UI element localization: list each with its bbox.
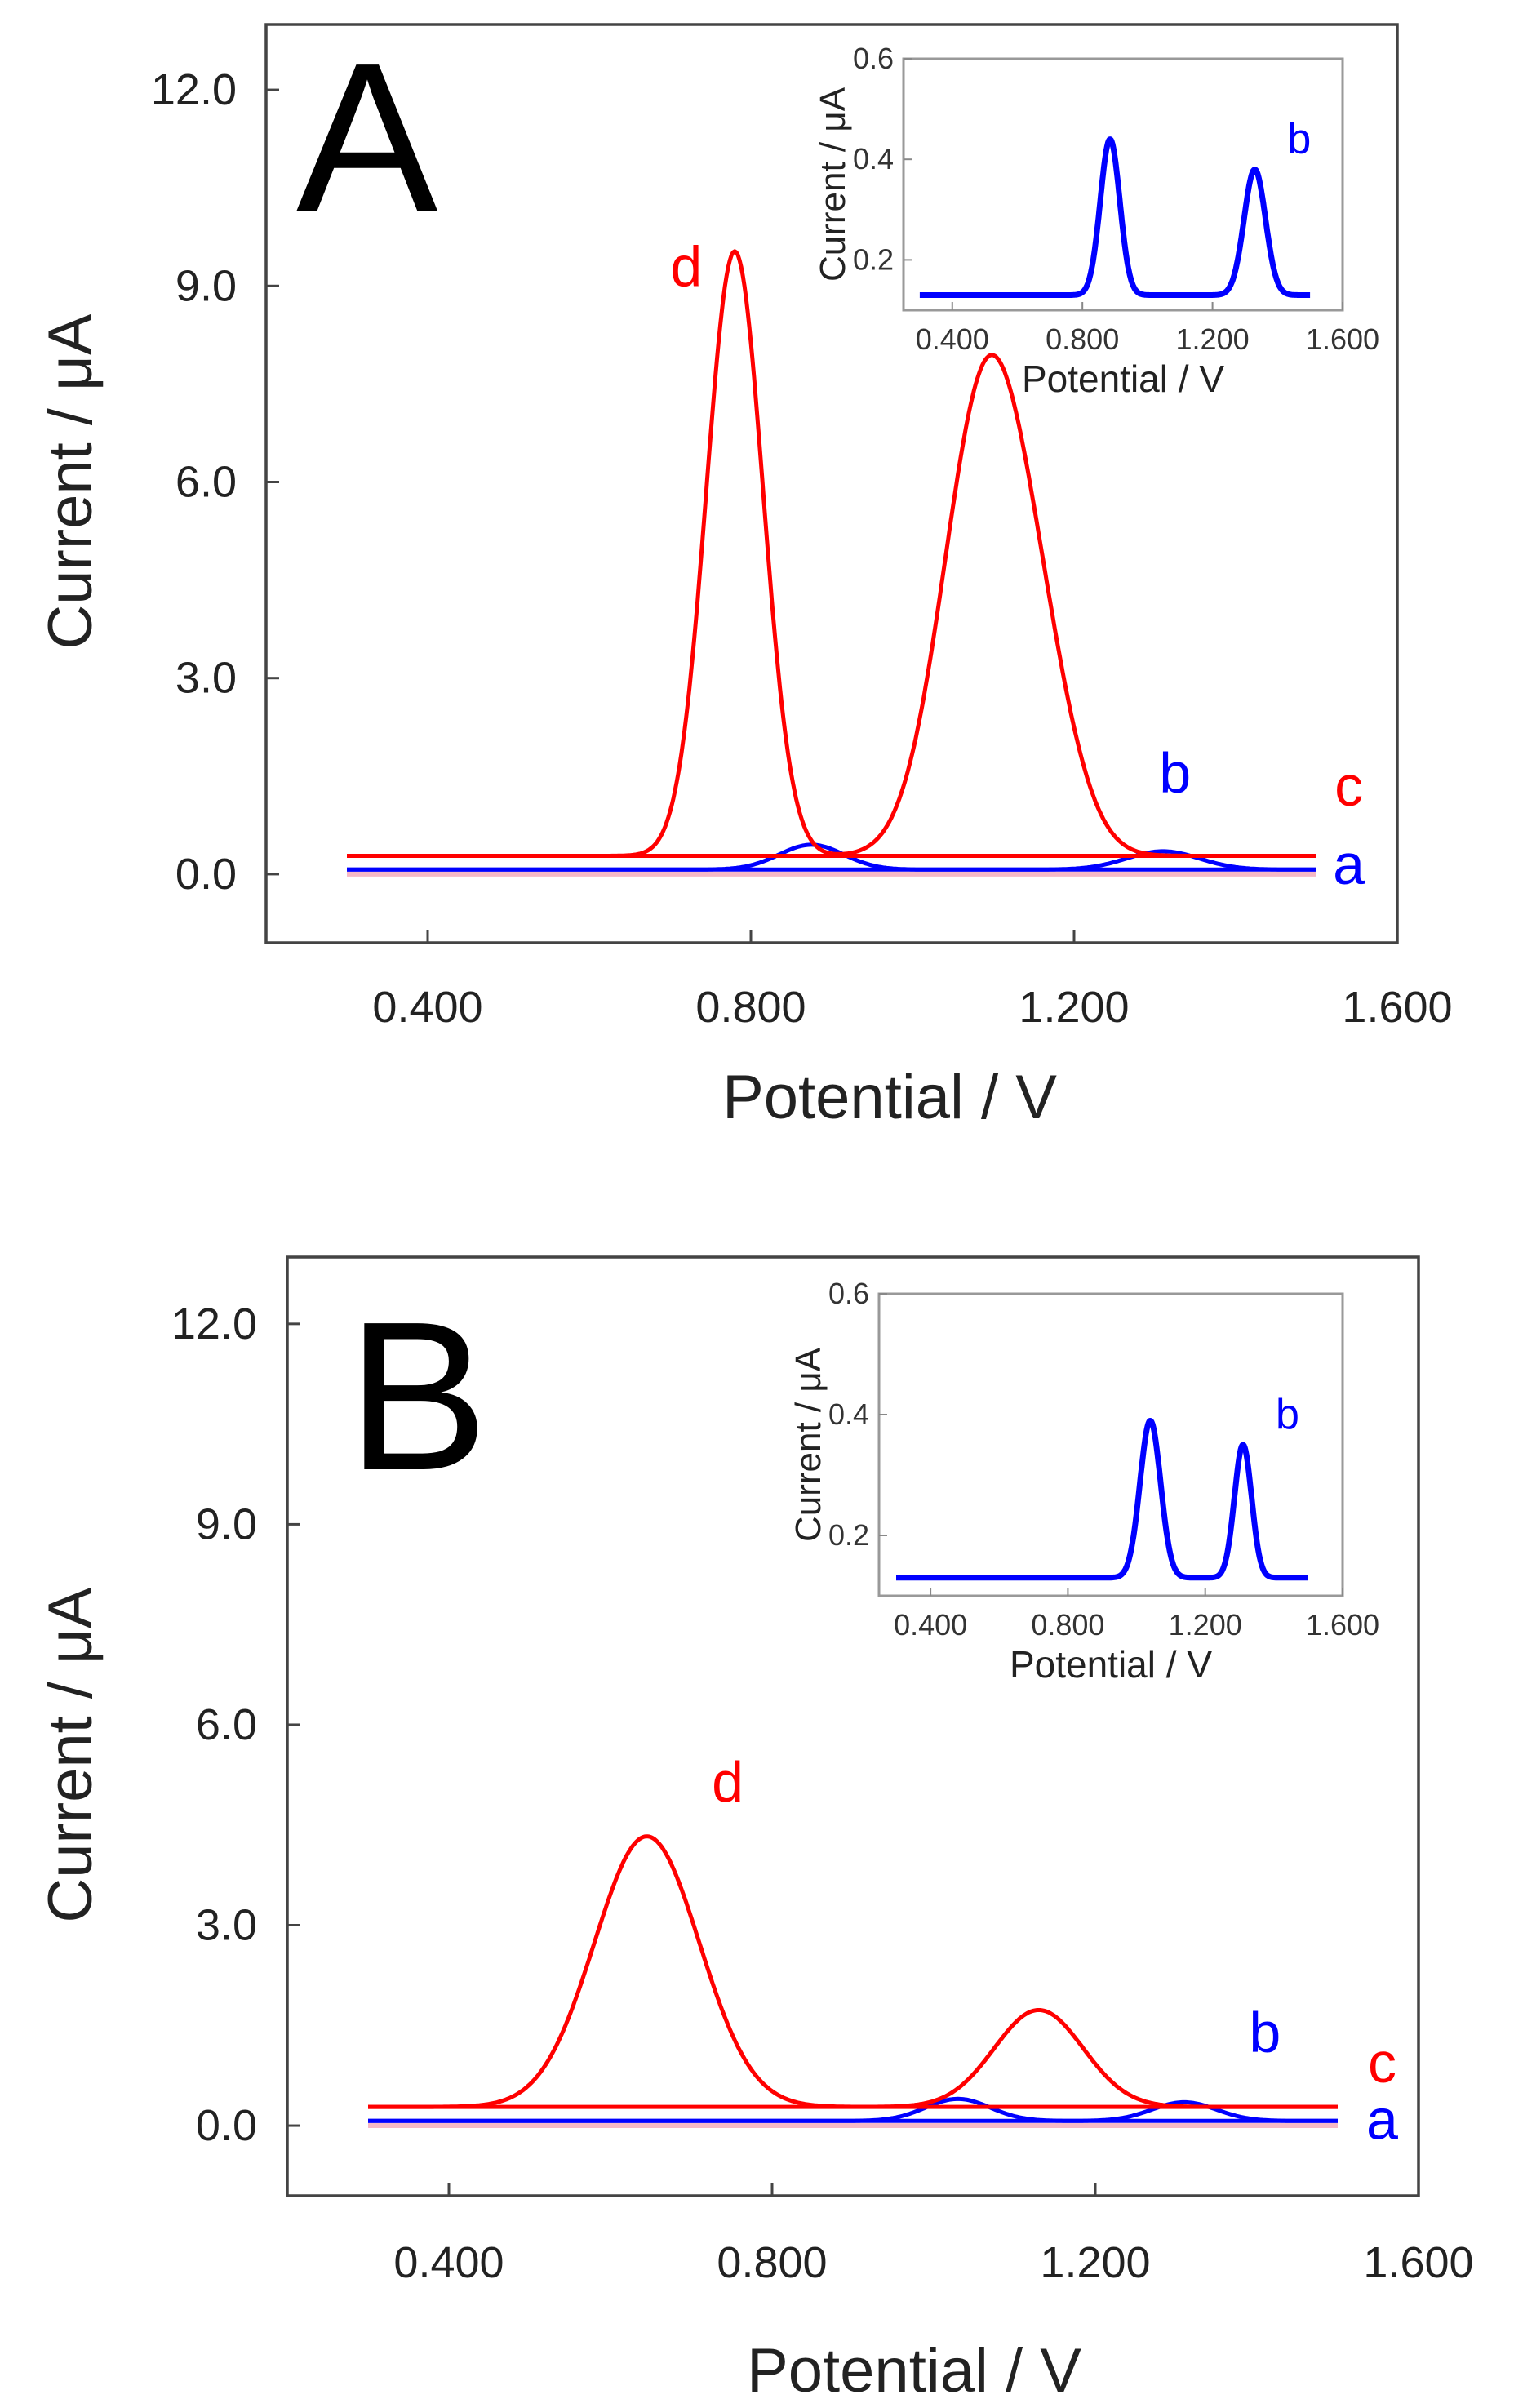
inset-x-tick-label: 0.400 <box>916 322 989 356</box>
series-line-d <box>367 1834 1339 2109</box>
inset-frame <box>877 1292 1344 1597</box>
inset-y-tick-label: 0.6 <box>853 42 894 75</box>
inset-x-tick-label: 0.800 <box>1046 322 1119 356</box>
inset-x-tick-label: 1.600 <box>1306 1608 1379 1642</box>
y-tick-label: 0.0 <box>175 850 237 899</box>
y-tick-label: 12.0 <box>151 65 237 114</box>
y-tick-label: 6.0 <box>196 1700 257 1749</box>
inset-curve-label-b: b <box>1287 116 1311 163</box>
inset-x-tick-label: 1.200 <box>1176 322 1250 356</box>
curve-label-c: c <box>1368 2031 1396 2095</box>
x-tick-label: 1.600 <box>1342 983 1452 1032</box>
inset-y-tick-label: 0.2 <box>853 242 894 276</box>
inset-series-line-b <box>917 136 1312 298</box>
y-axis-label: Current / μA <box>36 313 105 650</box>
inset-x-tick-label: 1.200 <box>1169 1608 1242 1642</box>
plot-frame <box>264 23 1399 944</box>
x-tick-label: 0.400 <box>393 2238 504 2287</box>
x-tick-label: 0.800 <box>717 2238 827 2287</box>
y-tick-label: 9.0 <box>196 1499 257 1548</box>
x-tick-label: 1.200 <box>1019 983 1129 1032</box>
inset-y-axis-label: Current / μA <box>788 1347 828 1542</box>
y-tick-label: 6.0 <box>175 457 237 506</box>
inset-x-tick-label: 0.800 <box>1031 1608 1104 1642</box>
y-tick-label: 12.0 <box>171 1300 257 1348</box>
x-tick-label: 0.400 <box>372 983 482 1032</box>
curve-label-d: d <box>712 1750 744 1814</box>
y-tick-label: 3.0 <box>175 654 237 703</box>
inset-x-tick-label: 1.600 <box>1306 322 1379 356</box>
inset-frame <box>902 57 1344 312</box>
y-tick-label: 9.0 <box>175 261 237 310</box>
inset-y-axis-label: Current / μA <box>813 87 853 282</box>
series-line-d <box>346 249 1317 858</box>
inset-y-tick-label: 0.4 <box>853 142 894 175</box>
x-axis-label: Potential / V <box>722 1063 1057 1132</box>
panel-a: 0.0 3.0 6.0 9.0 12.0 0.400 0.800 1.200 1.600 Pote… <box>36 20 1453 1132</box>
curve-label-b: b <box>1249 2001 1281 2064</box>
curve-label-b: b <box>1159 741 1191 805</box>
x-tick-label: 1.200 <box>1040 2238 1150 2287</box>
panel-b: 0.0 3.0 6.0 9.0 12.0 0.400 0.800 1.200 1.600 Pote… <box>36 1255 1474 2406</box>
curve-label-a: a <box>1366 2087 1398 2151</box>
plot-frame <box>286 1255 1420 2197</box>
panel-title: A <box>296 20 439 256</box>
inset-y-tick-label: 0.2 <box>828 1518 869 1552</box>
panel-title: B <box>347 1278 488 1515</box>
inset-chart: 0.2 0.4 0.6 0.400 0.800 1.200 1.600 Potential /… <box>813 42 1379 400</box>
inset-x-axis-label: Potential / V <box>1010 1643 1212 1686</box>
curve-label-c: c <box>1334 754 1363 818</box>
curve-label-a: a <box>1333 833 1365 896</box>
series-line-b <box>367 2096 1339 2123</box>
inset-y-tick-label: 0.4 <box>828 1397 869 1431</box>
x-tick-label: 0.800 <box>695 983 806 1032</box>
x-axis-label: Potential / V <box>747 2336 1081 2406</box>
inset-x-axis-label: Potential / V <box>1022 358 1224 400</box>
inset-series-line-b <box>894 1418 1311 1581</box>
inset-x-tick-label: 0.400 <box>894 1608 967 1642</box>
inset-y-tick-label: 0.6 <box>828 1277 869 1310</box>
series-line-b <box>346 842 1317 872</box>
y-tick-label: 0.0 <box>196 2101 257 2150</box>
y-tick-label: 3.0 <box>196 1901 257 1950</box>
inset-chart: 0.2 0.4 0.6 0.400 0.800 1.200 1.600 Potential /… <box>788 1277 1379 1686</box>
inset-curve-label-b: b <box>1276 1391 1299 1438</box>
curve-label-d: d <box>670 234 702 298</box>
y-axis-label: Current / μA <box>36 1587 105 1923</box>
x-tick-label: 1.600 <box>1363 2238 1473 2287</box>
